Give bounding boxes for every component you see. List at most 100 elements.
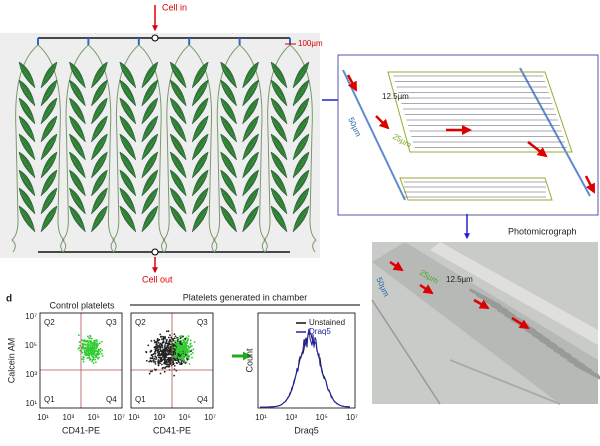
event — [169, 363, 172, 365]
leaf-vein — [69, 81, 86, 105]
inlet — [151, 34, 159, 42]
channel-wall — [37, 44, 65, 253]
leaf — [220, 187, 237, 215]
quadrant-label: Q3 — [197, 318, 208, 327]
event — [171, 361, 174, 364]
leaf — [169, 79, 187, 107]
event — [174, 335, 177, 338]
event — [147, 344, 150, 347]
event — [160, 335, 163, 338]
event — [158, 338, 161, 341]
leaf — [292, 133, 310, 161]
event — [176, 362, 178, 365]
leaf — [242, 61, 259, 89]
event — [82, 360, 85, 363]
leaf — [270, 205, 288, 233]
event — [92, 358, 95, 361]
event — [155, 347, 158, 350]
x-tick-label: 10⁵ — [88, 413, 100, 422]
event — [95, 344, 97, 347]
leaf-vein — [40, 171, 58, 195]
leaf-vein — [270, 207, 288, 231]
leaf-vein — [69, 63, 86, 87]
channel-wall — [188, 44, 216, 253]
leaf — [169, 133, 187, 161]
leaf-vein — [91, 81, 108, 105]
channel-wall — [212, 44, 240, 253]
event — [89, 344, 92, 347]
event — [165, 346, 168, 349]
event — [90, 337, 93, 340]
event — [77, 334, 80, 336]
leaf-vein — [191, 171, 209, 195]
leaf-vein — [270, 63, 288, 87]
event — [90, 353, 93, 356]
event — [90, 346, 93, 349]
leaf-vein — [91, 171, 108, 195]
event — [84, 343, 86, 346]
event — [179, 349, 181, 352]
event — [92, 344, 95, 347]
plot-title: Control platelets — [49, 300, 115, 310]
leaf — [220, 79, 237, 107]
leaf — [69, 97, 86, 125]
event — [173, 374, 176, 377]
event — [161, 338, 163, 341]
event — [85, 339, 87, 342]
event — [101, 355, 104, 357]
leaf — [141, 115, 159, 143]
event — [168, 342, 171, 345]
channel-wall — [88, 44, 116, 253]
leaf-vein — [191, 117, 209, 141]
event — [154, 363, 157, 365]
leaf-vein — [69, 153, 86, 177]
leaf — [191, 97, 209, 125]
event — [156, 351, 159, 354]
leaf — [270, 115, 288, 143]
event — [94, 356, 97, 359]
event — [91, 351, 94, 354]
leaf — [91, 151, 108, 179]
event — [173, 364, 176, 367]
event — [153, 339, 156, 342]
event — [150, 339, 153, 342]
leaf — [40, 133, 58, 161]
event — [184, 348, 187, 351]
event — [89, 349, 92, 352]
leaf — [91, 169, 108, 197]
leaf-vein — [220, 153, 237, 177]
event — [177, 355, 180, 358]
leaf — [242, 97, 259, 125]
event — [178, 345, 181, 347]
photo-slit — [574, 363, 600, 383]
leaf — [40, 115, 58, 143]
event — [179, 342, 182, 345]
flow-arrow — [584, 175, 596, 194]
leaf — [270, 169, 288, 197]
leaf — [270, 133, 288, 161]
event — [78, 347, 81, 349]
channel-wall — [162, 44, 190, 253]
event — [169, 343, 172, 346]
leaf — [292, 115, 310, 143]
event — [174, 356, 177, 359]
leaf-vein — [242, 171, 259, 195]
leaf-vein — [292, 189, 310, 213]
event — [154, 349, 157, 352]
leaf — [242, 187, 259, 215]
leaf — [270, 61, 288, 89]
channel-wall — [61, 44, 89, 253]
event — [156, 338, 159, 340]
flow-arrow — [375, 115, 390, 130]
leaf-vein — [270, 99, 288, 123]
event — [96, 344, 99, 347]
leaf — [292, 187, 310, 215]
x-axis-label: CD41-PE — [62, 425, 100, 435]
leaf — [242, 151, 259, 179]
leaf-vein — [242, 153, 259, 177]
leaf — [169, 97, 187, 125]
event — [159, 333, 162, 336]
event — [163, 357, 166, 360]
event — [157, 364, 160, 367]
leaf-vein — [69, 135, 86, 159]
